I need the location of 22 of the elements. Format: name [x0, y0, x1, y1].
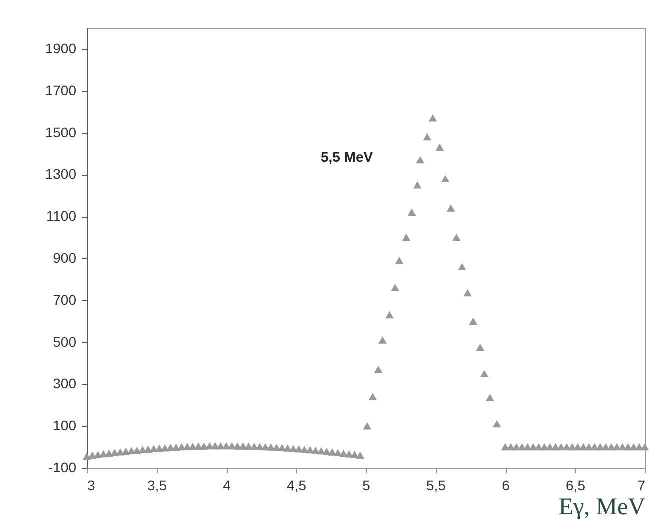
- x-tick-label: 4: [223, 478, 232, 494]
- y-tick-label: 1700: [45, 82, 77, 98]
- x-tick-label: 4,5: [287, 478, 307, 494]
- y-tick-label: -100: [48, 460, 77, 476]
- y-tick-label: 300: [53, 376, 77, 392]
- y-tick-label: 1500: [45, 124, 77, 140]
- y-tick-label: 100: [53, 418, 77, 434]
- y-tick-label: 700: [53, 292, 77, 308]
- x-axis-title: Eγ, MeV: [558, 494, 646, 520]
- x-tick-label: 3,5: [148, 478, 168, 494]
- y-tick-label: 1300: [45, 166, 77, 182]
- annotation: 5,5 MeV: [320, 149, 374, 165]
- x-tick-label: 5,5: [426, 478, 446, 494]
- y-tick-label: 500: [53, 334, 77, 350]
- y-tick-label: 1100: [46, 208, 77, 224]
- x-tick-label: 6: [502, 478, 510, 494]
- x-tick-label: 6,5: [566, 478, 586, 494]
- y-tick-label: 900: [53, 250, 77, 266]
- x-tick-label: 7: [638, 478, 646, 494]
- x-tick-label: 5: [362, 478, 371, 494]
- y-tick-label: 1900: [45, 40, 77, 56]
- x-tick-label: 3: [88, 478, 96, 494]
